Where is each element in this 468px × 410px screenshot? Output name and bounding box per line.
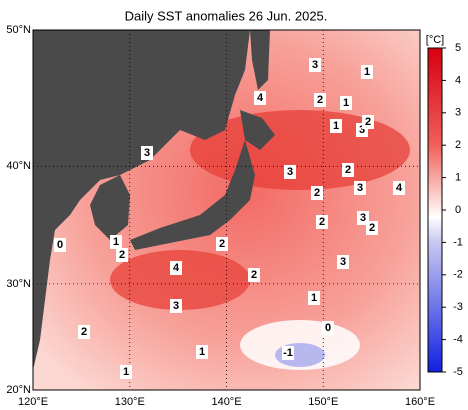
contour-label: 2 xyxy=(319,216,325,228)
land xyxy=(33,30,250,370)
contour-label: 3 xyxy=(144,147,150,159)
contour-label: 4 xyxy=(173,262,180,274)
contour-label-box xyxy=(248,268,260,282)
contour-label: 2 xyxy=(345,164,351,176)
contour-label-box xyxy=(170,299,182,313)
colorbar xyxy=(427,47,443,373)
contour-label: 2 xyxy=(251,269,257,281)
contour-label-box xyxy=(110,235,122,249)
contour-label-box xyxy=(316,215,328,229)
lon-tick-label: 130°E xyxy=(115,396,145,408)
land xyxy=(90,175,130,240)
contour-label: 1 xyxy=(311,292,317,304)
contour-label-box xyxy=(330,119,342,133)
contour-label: 3 xyxy=(357,182,363,194)
colorbar-tick-label: 5 xyxy=(455,42,461,54)
lon-tick-label: 160°E xyxy=(405,396,435,408)
contour-label-box xyxy=(284,165,296,179)
contour-label: 2 xyxy=(219,238,225,250)
contour-label-box xyxy=(354,181,366,195)
colorbar-tick-label: 1 xyxy=(455,172,461,184)
contour-label-box xyxy=(54,238,66,252)
contour-label-box xyxy=(337,255,349,269)
contour-label: 4 xyxy=(396,182,403,194)
contour-label: 1 xyxy=(123,366,129,378)
colorbar-tick-label: 2 xyxy=(455,139,461,151)
contour-label-box xyxy=(342,163,354,177)
contour-label: 3 xyxy=(340,256,346,268)
contour-label-box xyxy=(216,237,228,251)
contour-label: 1 xyxy=(333,120,339,132)
colorbar-tick-label: 4 xyxy=(455,74,461,86)
lon-tick-label: 120°E xyxy=(18,396,48,408)
colorbar-unit: [°C] xyxy=(426,34,444,46)
contour-label: -1 xyxy=(283,347,293,359)
lon-tick-label: 140°E xyxy=(211,396,241,408)
contour-label-box xyxy=(116,248,128,262)
contour-label: 2 xyxy=(369,222,375,234)
land xyxy=(240,110,275,150)
contour-label-box xyxy=(309,58,321,72)
contour-label: 3 xyxy=(173,300,179,312)
colorbar-tick-label: -3 xyxy=(453,301,463,313)
contour-label: 2 xyxy=(314,187,320,199)
colorbar-tick-label: -1 xyxy=(453,236,463,248)
contour-label: 3 xyxy=(312,59,318,71)
contour-label: 3 xyxy=(359,124,365,136)
lat-tick-label: 40°N xyxy=(6,160,31,172)
warm-area xyxy=(110,250,250,310)
contour-label-box xyxy=(141,146,153,160)
contour-label: 3 xyxy=(287,166,293,178)
land xyxy=(130,140,255,250)
contour-label-box xyxy=(322,321,334,335)
map-title: Daily SST anomalies 26 Jun. 2025. xyxy=(125,8,328,23)
contour-label: 1 xyxy=(113,236,119,248)
contour-label: 2 xyxy=(119,249,125,261)
lat-tick-label: 30°N xyxy=(6,278,31,290)
contour-label-box xyxy=(282,346,294,360)
contour-label: 0 xyxy=(325,322,331,334)
contour-label-box xyxy=(308,291,320,305)
lat-tick-label: 20°N xyxy=(6,384,31,396)
contour-label: 1 xyxy=(343,97,349,109)
contour-label: 4 xyxy=(257,92,264,104)
contour-label-box xyxy=(196,345,208,359)
contour-label: 0 xyxy=(57,239,63,251)
colorbar-tick-label: 0 xyxy=(455,204,461,216)
contour-label-box xyxy=(393,181,405,195)
contour-label-box xyxy=(362,115,374,129)
colorbar-tick-label: -4 xyxy=(453,334,463,346)
contour-label-box xyxy=(311,186,323,200)
contour-label-box xyxy=(361,65,373,79)
contour-label: 1 xyxy=(364,66,370,78)
contour-label-box xyxy=(366,221,378,235)
contour-label: 2 xyxy=(365,116,371,128)
contour-label-box xyxy=(170,261,182,275)
contour-label-box xyxy=(120,365,132,379)
lat-tick-label: 50°N xyxy=(6,24,31,36)
contour-label-box xyxy=(254,91,266,105)
contour-label-box xyxy=(340,96,352,110)
lon-tick-label: 150°E xyxy=(308,396,338,408)
contour-label-box xyxy=(314,93,326,107)
land xyxy=(250,30,270,90)
contour-label: 3 xyxy=(360,212,366,224)
colorbar-tick-label: -5 xyxy=(453,366,463,378)
colorbar-tick-label: -2 xyxy=(453,269,463,281)
contour-label-box xyxy=(78,325,90,339)
contour-label: 1 xyxy=(199,346,205,358)
colorbar-tick-label: 3 xyxy=(455,107,461,119)
contour-label: 2 xyxy=(317,94,323,106)
contour-label: 2 xyxy=(81,326,87,338)
